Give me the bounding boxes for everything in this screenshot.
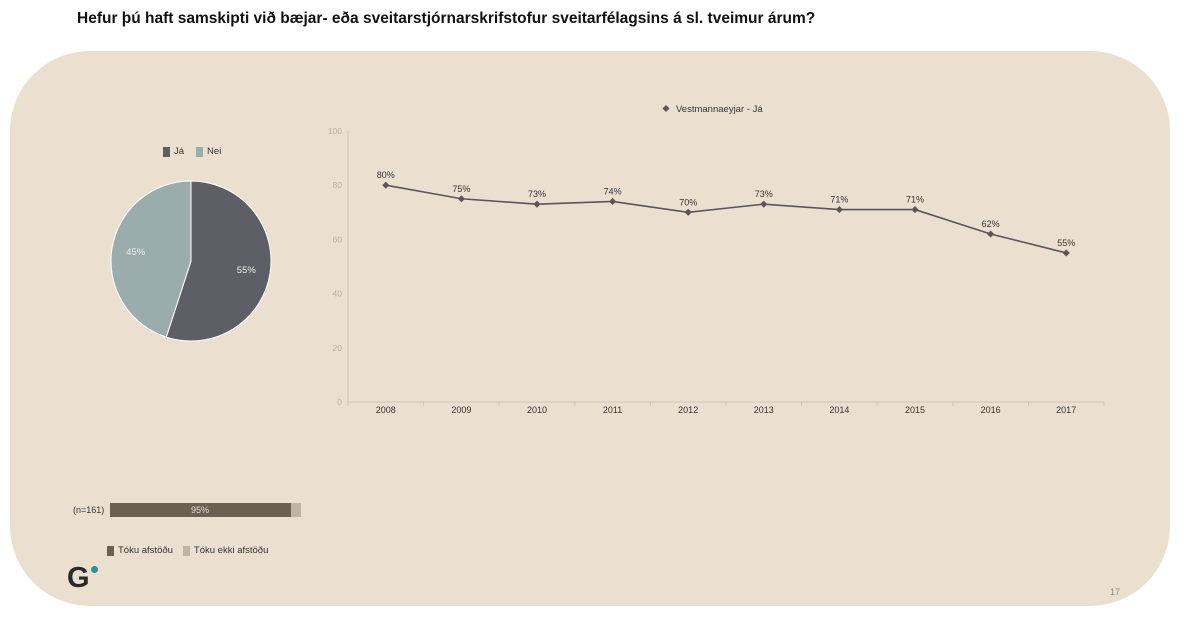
pie-legend-item-ja: Já bbox=[163, 146, 184, 157]
logo-dot bbox=[91, 566, 98, 573]
legend-swatch-not-took bbox=[182, 545, 190, 556]
sample-size-label: (n=161) bbox=[73, 505, 105, 515]
legend-label-not-took: Tóku ekki afstöðu bbox=[193, 545, 269, 556]
page-title: Hefur þú haft samskipti við bæjar- eða s… bbox=[77, 10, 816, 27]
pie-legend: Já Nei bbox=[163, 146, 221, 157]
legend-swatch-took bbox=[107, 545, 114, 556]
company-logo: G bbox=[67, 562, 90, 594]
response-legend-item-not-took: Tóku ekki afstöðu bbox=[182, 545, 269, 556]
legend-label-nei: Nei bbox=[207, 146, 222, 157]
legend-label-took: Tóku afstöðu bbox=[118, 545, 173, 556]
response-legend: Tóku afstöðu Tóku ekki afstöðu bbox=[107, 545, 268, 556]
response-bar: 95% bbox=[110, 503, 301, 517]
response-bar-took-position bbox=[110, 503, 292, 517]
legend-swatch-ja bbox=[163, 146, 170, 157]
pie-legend-item-nei: Nei bbox=[196, 146, 221, 157]
response-bar-label: 95% bbox=[190, 505, 209, 515]
legend-swatch-nei bbox=[196, 146, 204, 157]
response-legend-item-took: Tóku afstöðu bbox=[107, 545, 173, 556]
page-number: 17 bbox=[1110, 587, 1121, 597]
content-panel bbox=[10, 51, 1170, 606]
legend-label-ja: Já bbox=[174, 146, 185, 157]
